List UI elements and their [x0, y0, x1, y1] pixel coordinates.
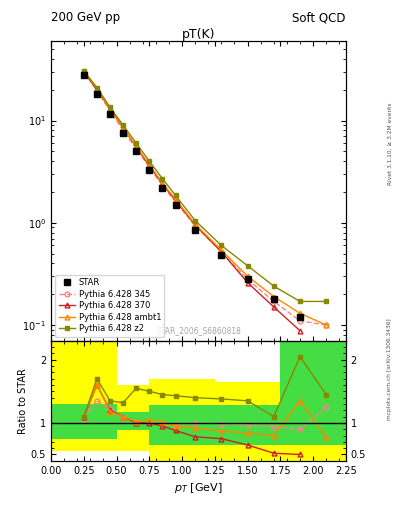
Text: Soft QCD: Soft QCD	[292, 11, 346, 25]
Bar	[280, 341, 346, 445]
Legend: STAR, Pythia 6.428 345, Pythia 6.428 370, Pythia 6.428 ambt1, Pythia 6.428 z2: STAR, Pythia 6.428 345, Pythia 6.428 370…	[55, 275, 164, 337]
Bar	[117, 412, 149, 431]
Bar	[280, 341, 346, 461]
Bar	[51, 341, 117, 452]
Text: mcplots.cern.ch [arXiv:1306.3436]: mcplots.cern.ch [arXiv:1306.3436]	[387, 318, 392, 419]
X-axis label: $p_T\ \mathrm{[GeV]}$: $p_T\ \mathrm{[GeV]}$	[174, 481, 223, 495]
Text: STAR_2006_S6860818: STAR_2006_S6860818	[156, 326, 241, 335]
Bar	[149, 405, 215, 445]
Bar	[149, 379, 215, 461]
Bar	[215, 382, 280, 461]
Text: Rivet 3.1.10, ≥ 3.2M events: Rivet 3.1.10, ≥ 3.2M events	[387, 102, 392, 185]
Bar	[117, 385, 149, 452]
Title: pT(K): pT(K)	[182, 28, 215, 41]
Bar	[215, 405, 280, 445]
Bar	[51, 404, 117, 439]
Text: 200 GeV pp: 200 GeV pp	[51, 11, 120, 25]
Y-axis label: Ratio to STAR: Ratio to STAR	[18, 368, 28, 434]
